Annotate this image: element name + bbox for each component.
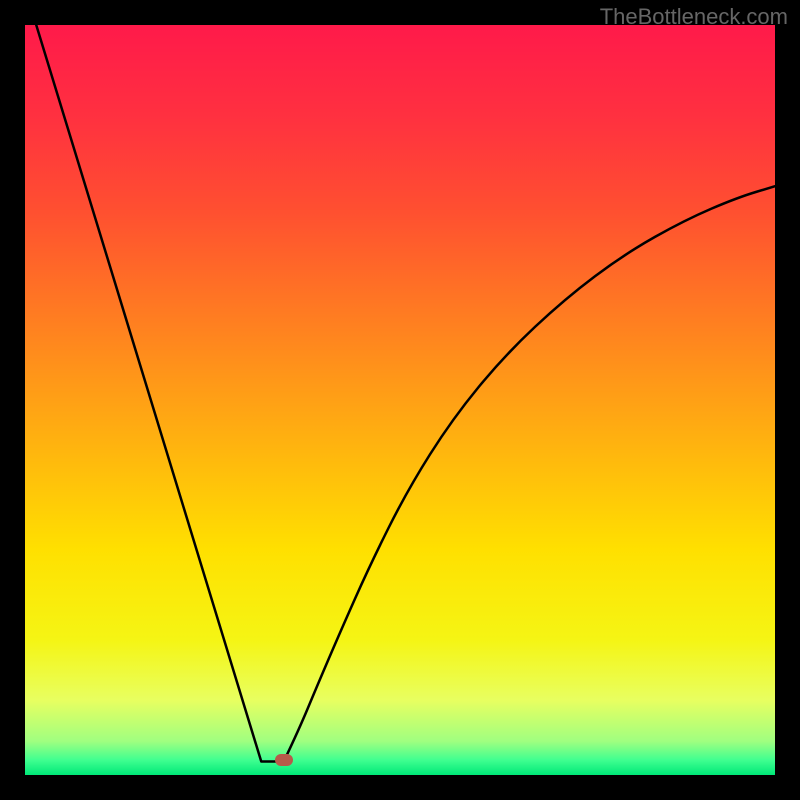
chart-plot-area bbox=[25, 25, 775, 775]
curve-overlay bbox=[25, 25, 775, 775]
watermark: TheBottleneck.com bbox=[600, 4, 788, 30]
bottleneck-marker bbox=[275, 754, 293, 766]
